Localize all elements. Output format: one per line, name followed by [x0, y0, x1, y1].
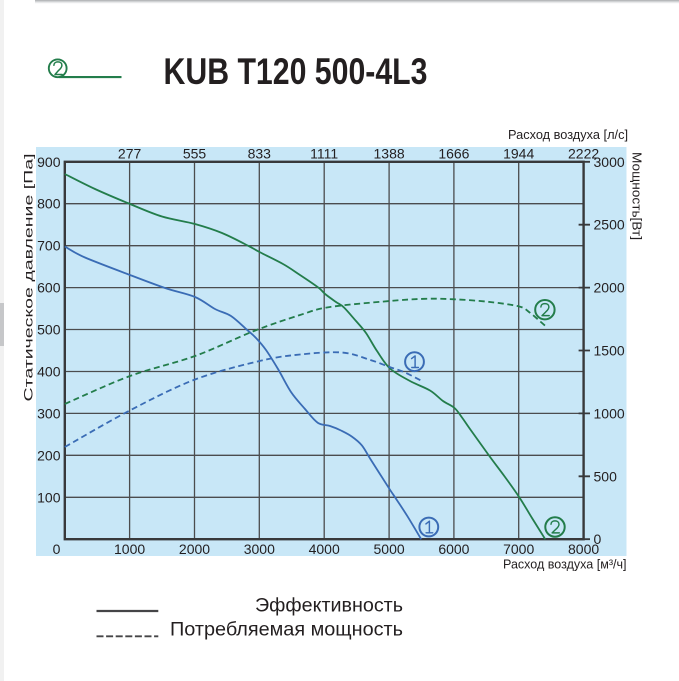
svg-text:555: 555 — [183, 145, 207, 161]
svg-text:1944: 1944 — [503, 145, 534, 161]
svg-text:1388: 1388 — [374, 145, 405, 161]
svg-text:Потребляемая мощность: Потребляемая мощность — [170, 619, 403, 640]
svg-text:6000: 6000 — [438, 541, 469, 557]
svg-text:300: 300 — [37, 405, 61, 421]
svg-text:Статическое давление [Па]: Статическое давление [Па] — [21, 154, 35, 402]
svg-text:900: 900 — [37, 154, 61, 170]
svg-text:3000: 3000 — [244, 541, 275, 557]
svg-text:500: 500 — [594, 468, 618, 484]
svg-text:2500: 2500 — [594, 217, 625, 233]
svg-text:5000: 5000 — [374, 541, 405, 557]
svg-text:700: 700 — [37, 238, 61, 254]
svg-text:4000: 4000 — [309, 541, 340, 557]
svg-text:Расход воздуха [м³/ч]: Расход воздуха [м³/ч] — [503, 557, 627, 572]
svg-text:277: 277 — [118, 145, 142, 161]
svg-text:1000: 1000 — [594, 405, 625, 421]
svg-text:1666: 1666 — [438, 145, 469, 161]
svg-text:7000: 7000 — [503, 541, 534, 557]
svg-text:1500: 1500 — [594, 343, 625, 359]
svg-text:0: 0 — [53, 541, 61, 557]
svg-text:KUB T120 500-4L3: KUB T120 500-4L3 — [164, 51, 428, 92]
svg-text:100: 100 — [37, 489, 61, 505]
svg-text:500: 500 — [37, 322, 61, 338]
svg-text:Мощность[Вт]: Мощность[Вт] — [630, 152, 645, 240]
svg-text:1111: 1111 — [310, 145, 338, 161]
svg-text:2222: 2222 — [568, 145, 599, 161]
svg-text:833: 833 — [248, 145, 272, 161]
svg-text:Расход воздуха [л/с]: Расход воздуха [л/с] — [508, 127, 628, 142]
svg-text:2000: 2000 — [594, 280, 625, 296]
svg-text:800: 800 — [37, 196, 61, 212]
svg-text:1000: 1000 — [114, 541, 145, 557]
svg-text:400: 400 — [37, 364, 61, 380]
svg-text:600: 600 — [37, 280, 61, 296]
svg-text:Эффективность: Эффективность — [255, 595, 403, 616]
svg-text:0: 0 — [594, 531, 602, 547]
svg-text:200: 200 — [37, 447, 61, 463]
svg-text:8000: 8000 — [568, 541, 599, 557]
svg-text:3000: 3000 — [594, 154, 625, 170]
svg-text:2000: 2000 — [179, 541, 210, 557]
